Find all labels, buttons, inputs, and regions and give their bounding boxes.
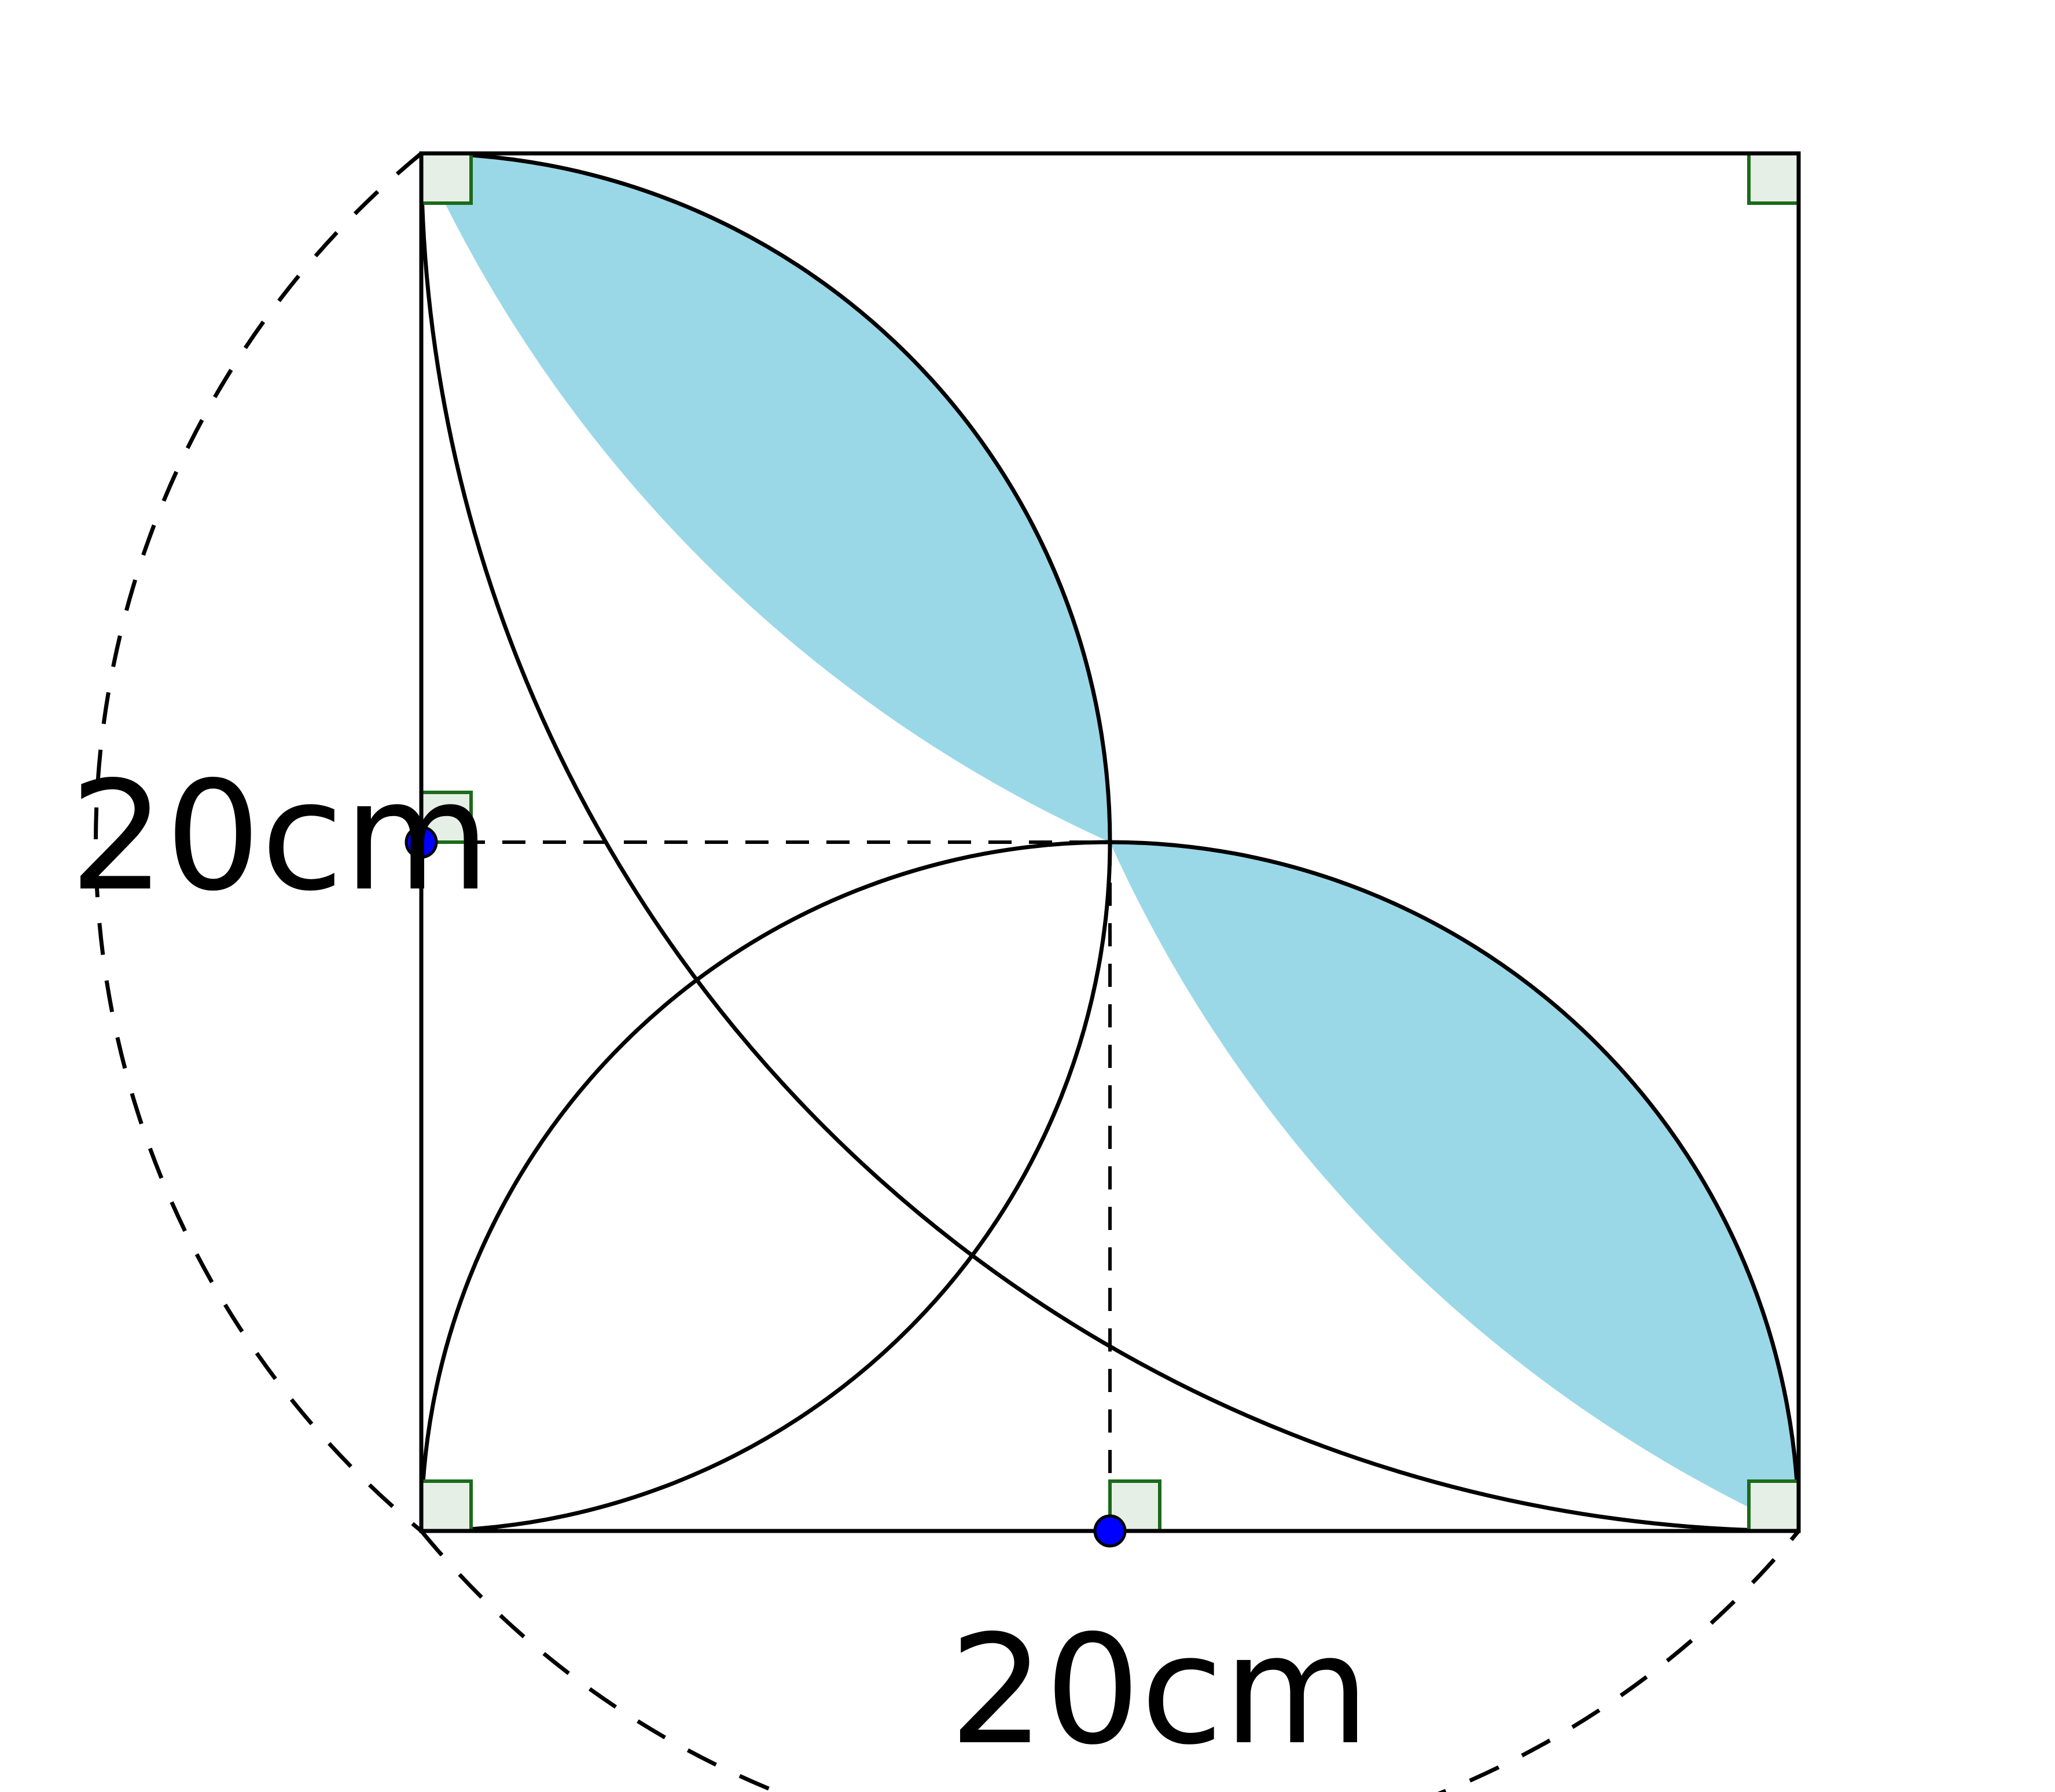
right-angle-marker-bottom-right	[1747, 1479, 1800, 1533]
bottom-side-length-label: 20cm	[949, 1603, 1370, 1778]
right-angle-marker-top-right	[1747, 152, 1800, 205]
shaded-lens-upper	[421, 153, 1110, 842]
right-angle-marker-bottom-left	[420, 1479, 473, 1533]
shaded-lens-lower	[1110, 842, 1799, 1531]
left-side-length-label: 20cm	[69, 750, 490, 924]
right-angle-marker-top-left	[420, 152, 473, 205]
dashed-arc-left	[93, 152, 423, 1533]
point-left-midpoint	[405, 825, 438, 859]
bottom-label-backing	[938, 1606, 1296, 1757]
large-quarter-arc	[419, 153, 1799, 1533]
dashed-arc-bottom	[420, 1529, 1800, 1792]
point-bottom-midpoint	[1093, 1514, 1127, 1548]
